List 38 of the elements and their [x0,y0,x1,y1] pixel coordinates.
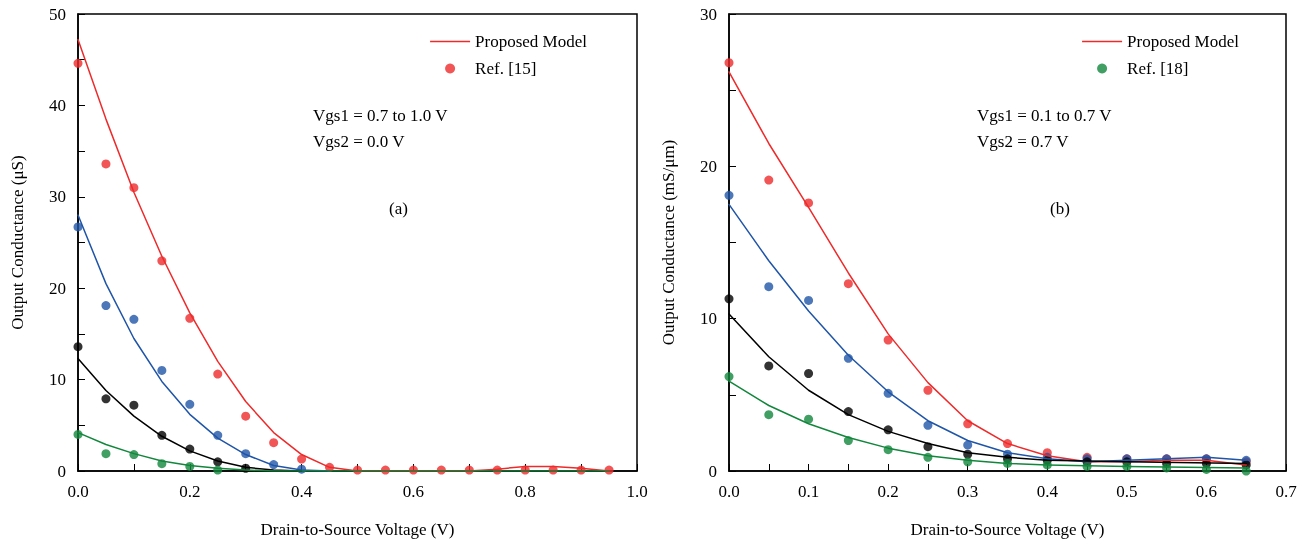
annotation: Vgs1 = 0.7 to 1.0 V [313,106,449,125]
y-tick-label: 10 [49,370,66,390]
x-tick-label: 0.0 [67,482,89,501]
y-tick-label: 20 [49,278,66,298]
x-tick-label: 0.5 [1116,482,1138,501]
x-tick-label: 0.0 [718,482,740,501]
y-tick-label: 20 [700,156,717,176]
x-axis-title: Drain-to-Source Voltage (V) [910,520,1105,539]
y-tick-label: 40 [49,95,66,115]
annotation: (a) [389,199,408,218]
x-tick-label: 0.1 [797,482,820,501]
y-tick-label: 0 [57,461,66,481]
y-axis-title: Output Conductance (μS) [8,155,27,330]
annotation: Vgs2 = 0.0 V [313,132,406,151]
legend-label: Proposed Model [1127,32,1240,51]
x-tick-label: 1.0 [626,482,648,501]
y-axis-title: Output Conductance (mS/μm) [659,139,678,346]
x-tick-label: 0.8 [514,482,536,501]
annotation: Vgs1 = 0.1 to 0.7 V [977,106,1113,125]
x-tick-label: 0.3 [957,482,979,501]
y-tick-label: 10 [700,309,717,329]
y-tick-label: 30 [49,187,66,207]
x-tick-label: 0.6 [402,482,425,501]
annotation: (b) [1050,199,1070,218]
x-axis-title: Drain-to-Source Voltage (V) [260,520,455,539]
y-tick-label: 30 [700,4,717,24]
annotation: Vgs2 = 0.7 V [977,132,1070,151]
x-tick-label: 0.6 [1195,482,1218,501]
legend-label: Ref. [15] [475,59,537,78]
legend-label: Proposed Model [475,32,588,51]
x-tick-label: 0.4 [290,482,313,501]
x-tick-label: 0.4 [1036,482,1059,501]
y-tick-label: 50 [49,4,66,24]
y-tick-label: 0 [708,461,717,481]
x-tick-label: 0.7 [1275,482,1298,501]
x-tick-label: 0.2 [179,482,201,501]
legend-label: Ref. [18] [1127,59,1189,78]
x-tick-label: 0.2 [877,482,899,501]
